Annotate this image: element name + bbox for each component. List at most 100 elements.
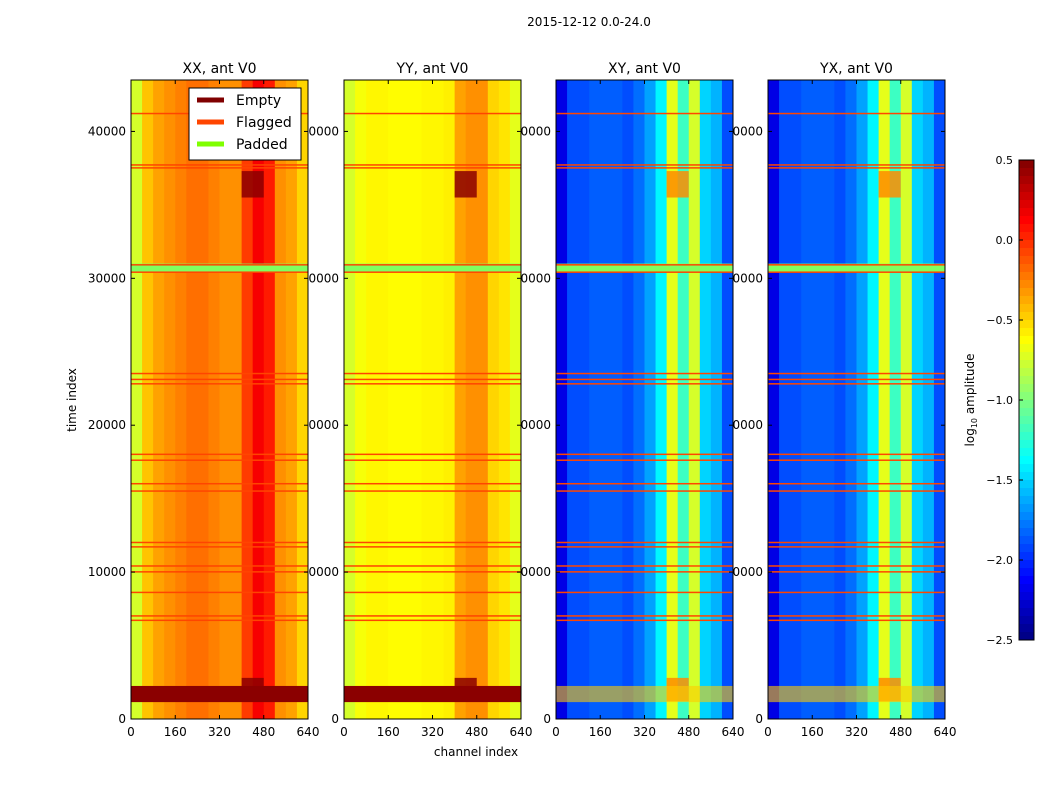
flagged-row-line <box>131 372 308 375</box>
y-tick-label: 10000 <box>88 565 126 579</box>
panel-image-3: YX, ant V0 0 160 320 480 640 <box>764 61 956 739</box>
y-tick-label: 40000 <box>725 124 763 138</box>
heatmap-column-band <box>578 80 590 719</box>
y-tick-label: 0 <box>331 712 339 726</box>
colorbar-segment <box>1019 504 1034 513</box>
flagged-row-line <box>344 167 521 169</box>
heatmap-column-band <box>933 80 946 719</box>
padded-row-band <box>768 263 945 272</box>
flagged-row-line <box>344 482 521 485</box>
legend-label: Padded <box>236 137 288 153</box>
flagged-row-line <box>131 565 308 567</box>
legend-label: Flagged <box>236 115 292 131</box>
flagged-row-line <box>556 571 733 573</box>
heatmap-column-band <box>399 80 411 719</box>
heatmap-column-band <box>600 80 612 719</box>
heatmap-hot-block <box>454 171 477 198</box>
heatmap-column-band <box>230 80 243 719</box>
flagged-row-line <box>131 164 308 166</box>
colorbar-segment <box>1019 192 1034 201</box>
y-tick-label: 10000 <box>725 565 763 579</box>
flagged-row-line <box>768 271 945 273</box>
colorbar-segment <box>1019 240 1034 249</box>
flagged-row-line <box>344 383 521 385</box>
colorbar-segment <box>1019 256 1034 265</box>
x-tick-label: 640 <box>722 725 745 739</box>
y-tick-label: 20000 <box>301 418 339 432</box>
y-tick-label: 40000 <box>513 124 551 138</box>
flagged-row-line <box>344 490 521 492</box>
flagged-row-line <box>344 619 521 622</box>
colorbar-segment <box>1019 200 1034 209</box>
heatmap-column-band <box>197 80 209 719</box>
flagged-row-line <box>556 459 733 461</box>
panel-image-1: YY, ant V0 0 160 320 480 640 <box>340 61 532 739</box>
colorbar-label-sub: 10 <box>970 418 979 428</box>
heatmap-column-band <box>878 80 891 719</box>
colorbar-segment <box>1019 320 1034 329</box>
flagged-row-line <box>556 482 733 485</box>
y-tick-label: 30000 <box>301 271 339 285</box>
x-tick-label: 160 <box>164 725 187 739</box>
colorbar-segment <box>1019 576 1034 585</box>
y-tick-label: 0 <box>755 712 763 726</box>
colorbar-segment <box>1019 288 1034 297</box>
colorbar-segment <box>1019 464 1034 473</box>
flagged-row-line <box>131 490 308 492</box>
heatmap-column-band <box>790 80 802 719</box>
flagged-row-line <box>344 591 521 594</box>
colorbar-segment <box>1019 632 1034 641</box>
colorbar-segment <box>1019 520 1034 529</box>
panel-image-0: XX, ant V0 0 160 320 480 640 <box>127 61 319 739</box>
flagged-row-line <box>131 571 308 573</box>
heatmap-column-band <box>476 80 489 719</box>
flagged-row-line <box>131 591 308 594</box>
heatmap-column-band <box>677 80 690 719</box>
flagged-row-line <box>556 541 733 544</box>
flagged-row-line <box>344 565 521 567</box>
heatmap-column-band <box>465 80 478 719</box>
flagged-row-line <box>556 264 733 266</box>
padded-row-band <box>556 263 733 272</box>
flagged-row-line <box>768 378 945 381</box>
flagged-row-line <box>344 541 521 544</box>
heatmap-column-band <box>164 80 176 719</box>
padded-row-band <box>131 263 308 272</box>
heatmap-column-band <box>252 80 265 719</box>
heatmap-column-band <box>823 80 835 719</box>
colorbar-segment <box>1019 560 1034 569</box>
colorbar-tick-label: −0.5 <box>986 314 1013 327</box>
colorbar-label: log10 amplitude <box>963 354 979 447</box>
heatmap-hot-block <box>241 171 264 198</box>
colorbar-segment <box>1019 440 1034 449</box>
x-tick-label: 320 <box>633 725 656 739</box>
flagged-row-line <box>768 482 945 485</box>
colorbar-segment <box>1019 424 1034 433</box>
colorbar-segment <box>1019 480 1034 489</box>
flagged-row-line <box>556 383 733 385</box>
y-axis-label: time index <box>65 368 79 432</box>
flagged-row-line <box>131 271 308 273</box>
colorbar-tick-label: −1.5 <box>986 474 1013 487</box>
heatmap-column-band <box>856 80 869 719</box>
flagged-row-line <box>768 490 945 492</box>
heatmap-column-band <box>801 80 813 719</box>
flagged-row-line <box>768 459 945 461</box>
colorbar-segment <box>1019 248 1034 257</box>
heatmap-column-band <box>410 80 422 719</box>
heatmap-column-band <box>567 80 579 719</box>
colorbar-segment <box>1019 184 1034 193</box>
heatmap-column-band <box>633 80 645 719</box>
colorbar-segment <box>1019 232 1034 241</box>
heatmap-hot-block <box>666 171 689 198</box>
colorbar-segment <box>1019 488 1034 497</box>
heatmap-column-band <box>556 80 568 719</box>
heatmap-column-band <box>710 80 723 719</box>
colorbar-segment <box>1019 536 1034 545</box>
colorbar-segment <box>1019 264 1034 273</box>
x-tick-label: 0 <box>340 725 348 739</box>
colorbar-segment <box>1019 384 1034 393</box>
legend-label: Empty <box>236 93 281 109</box>
colorbar-segment <box>1019 360 1034 369</box>
flagged-row-line <box>768 615 945 617</box>
